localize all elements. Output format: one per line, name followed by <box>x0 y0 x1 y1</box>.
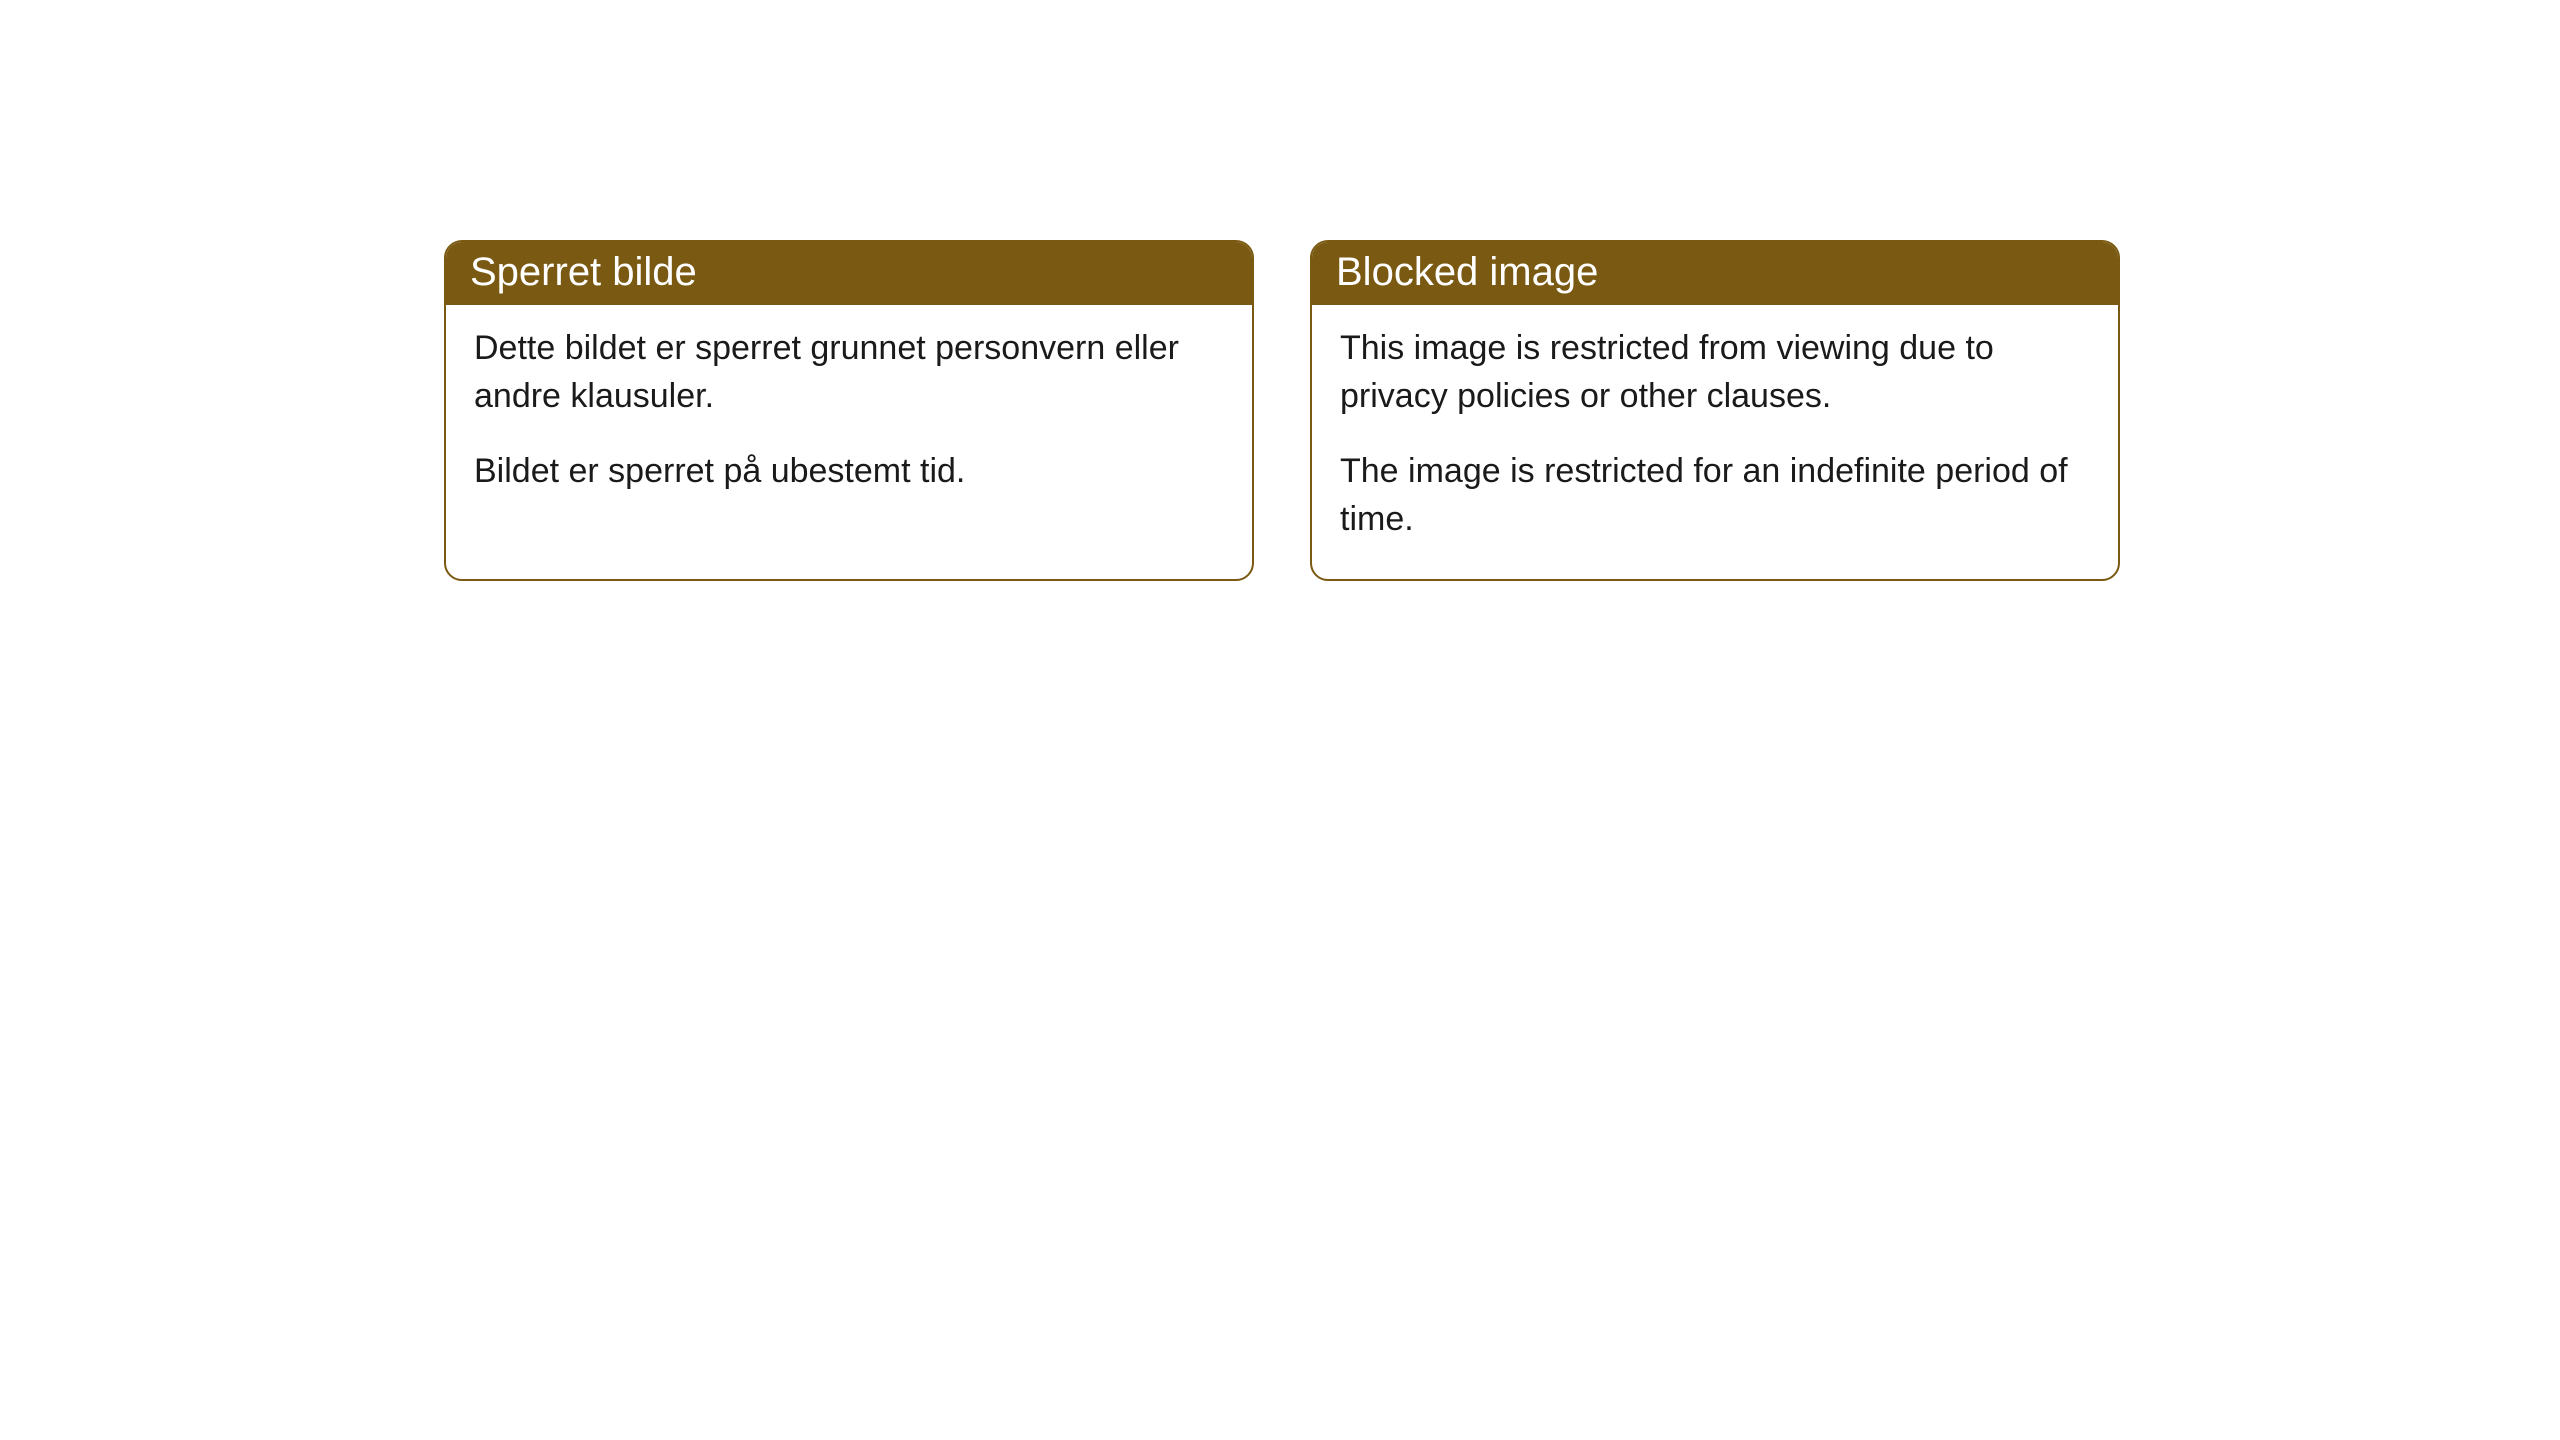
card-paragraph-1-en: This image is restricted from viewing du… <box>1340 325 2090 420</box>
card-body-en: This image is restricted from viewing du… <box>1312 305 2118 579</box>
card-title-en: Blocked image <box>1312 242 2118 305</box>
card-paragraph-2-en: The image is restricted for an indefinit… <box>1340 448 2090 543</box>
blocked-image-card-no: Sperret bilde Dette bildet er sperret gr… <box>444 240 1254 581</box>
cards-container: Sperret bilde Dette bildet er sperret gr… <box>444 240 2120 581</box>
card-paragraph-1-no: Dette bildet er sperret grunnet personve… <box>474 325 1224 420</box>
card-title-no: Sperret bilde <box>446 242 1252 305</box>
card-paragraph-2-no: Bildet er sperret på ubestemt tid. <box>474 448 1224 496</box>
card-body-no: Dette bildet er sperret grunnet personve… <box>446 305 1252 532</box>
blocked-image-card-en: Blocked image This image is restricted f… <box>1310 240 2120 581</box>
